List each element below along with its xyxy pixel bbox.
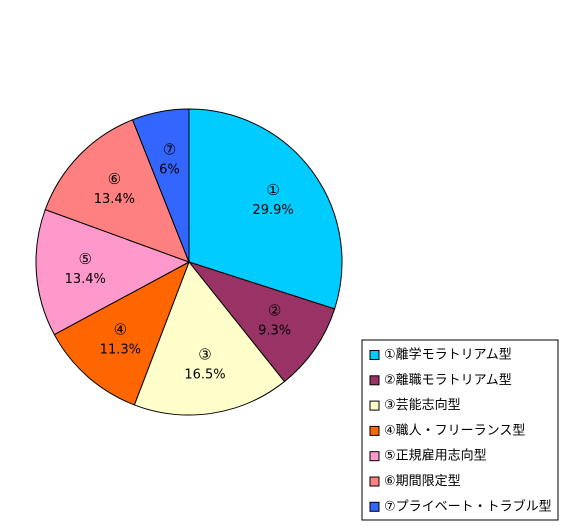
- slice-number: ⑤: [79, 250, 92, 268]
- legend-label: ③芸能志向型: [384, 397, 461, 413]
- slice-number: ①: [266, 181, 279, 199]
- legend-swatch: [369, 425, 380, 436]
- pie-slice: [53, 260, 190, 406]
- slice-value-label: 13.4%: [65, 272, 106, 287]
- slice-value-label: 9.3%: [258, 324, 291, 339]
- slice-number: ②: [268, 302, 281, 320]
- legend-label: ⑥期間限定型: [384, 474, 461, 489]
- pie-slice: [131, 108, 190, 263]
- legend-label: ①離学モラトリアム型: [384, 347, 512, 363]
- slice-number: ④: [114, 321, 127, 339]
- legend-swatch: [369, 375, 380, 386]
- legend-swatch: [369, 476, 380, 487]
- legend-swatch: [369, 400, 380, 411]
- legend-swatch: [369, 501, 380, 512]
- slice-number: ⑥: [108, 170, 121, 188]
- legend-swatch: [369, 350, 380, 360]
- pie-slice: [44, 119, 190, 263]
- legend-label: ⑦プライベート・トラブル型: [384, 498, 552, 514]
- slice-number: ③: [198, 345, 211, 363]
- slice-value-label: 29.9%: [252, 203, 293, 218]
- slice-value-label: 6%: [159, 162, 180, 177]
- pie-slice: [188, 108, 343, 310]
- pie-slice: [187, 261, 336, 383]
- slice-value-label: 13.4%: [94, 192, 135, 207]
- legend-label: ②離職モラトリアム型: [384, 373, 512, 388]
- legend-swatch: [369, 451, 380, 462]
- legend-label: ④職人・フリーランス型: [384, 423, 525, 438]
- slice-value-label: 11.3%: [100, 343, 141, 358]
- slice-value-label: 16.5%: [184, 367, 225, 382]
- pie-slice: [133, 261, 286, 416]
- pie-slice: [35, 208, 191, 336]
- legend-box: [361, 339, 559, 521]
- legend-label: ⑤正規雇用志向型: [384, 448, 487, 464]
- slice-number: ⑦: [163, 140, 176, 158]
